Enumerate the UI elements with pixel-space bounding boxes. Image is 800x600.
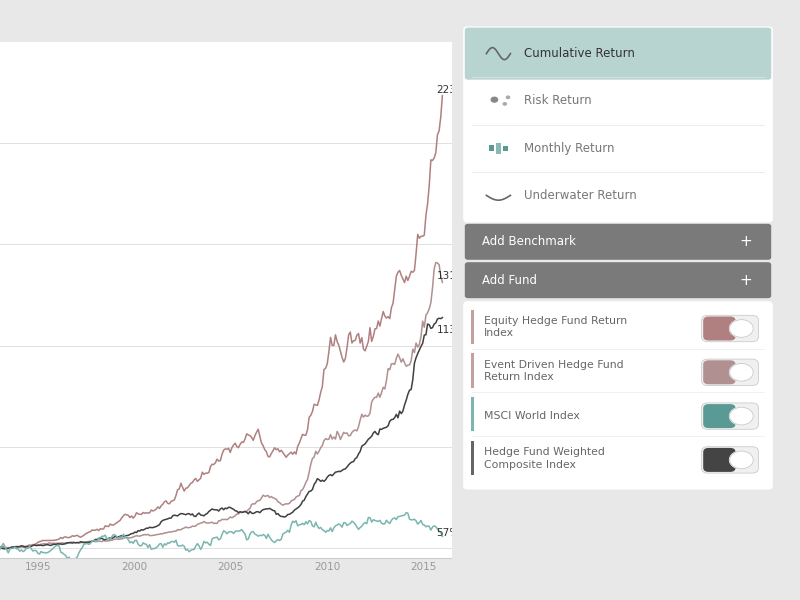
Text: Event Driven Hedge Fund: Event Driven Hedge Fund [484,359,624,370]
Text: Equity Hedge Fund Return: Equity Hedge Fund Return [484,316,627,326]
Text: Underwater Return: Underwater Return [524,189,637,202]
Text: Hedge Fund Weighted: Hedge Fund Weighted [484,447,605,457]
Text: 57%: 57% [437,529,460,538]
Text: 2235%: 2235% [437,85,473,95]
Text: +: + [739,272,752,288]
Text: Risk Return: Risk Return [524,94,592,107]
Text: MSCI World Index: MSCI World Index [484,411,580,421]
Text: Composite Index: Composite Index [484,460,576,470]
Text: Return Index: Return Index [484,372,554,382]
Text: Cumulative Return: Cumulative Return [524,47,635,60]
Text: Monthly Return: Monthly Return [524,142,614,155]
Text: Index: Index [484,328,514,338]
Text: Add Benchmark: Add Benchmark [482,235,576,248]
Text: 1138%: 1138% [437,325,473,335]
Text: +: + [739,234,752,250]
Text: Add Fund: Add Fund [482,274,538,287]
Text: 1312%: 1312% [437,271,473,281]
